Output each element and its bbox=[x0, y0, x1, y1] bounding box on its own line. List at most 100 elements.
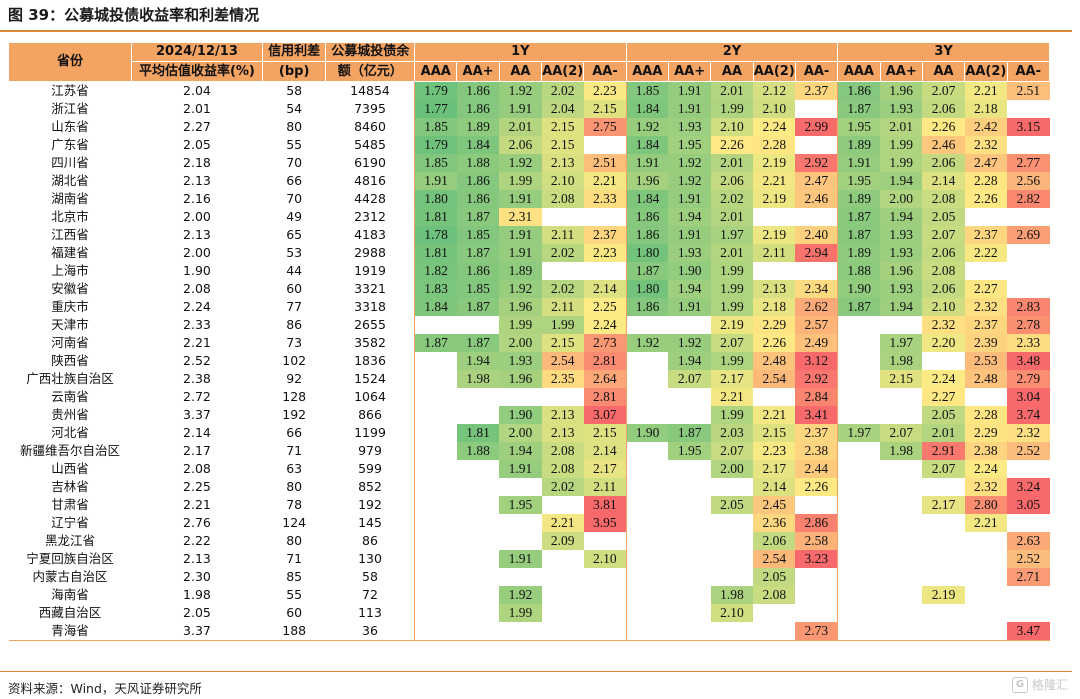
yield-value-cell bbox=[414, 460, 457, 478]
header-rating: AA- bbox=[583, 61, 627, 82]
yield-cell: 2.04 bbox=[183, 83, 211, 98]
yield-value-cell bbox=[584, 262, 626, 280]
yield-value-cell: 2.02 bbox=[541, 81, 584, 100]
yield-value-cell: 2.48 bbox=[964, 370, 1007, 388]
yield-value-cell: 3.15 bbox=[1007, 118, 1050, 136]
yield-value-cell: 1.86 bbox=[837, 81, 881, 100]
province-cell: 山东省 bbox=[51, 119, 89, 134]
yield-value-cell: 2.08 bbox=[753, 586, 796, 604]
table-row: 四川省 2.18 70 6190 1.85 1.88 1.92 2.13 2.51 1.91 1.9… bbox=[9, 154, 1050, 172]
yield-value-cell: 1.87 bbox=[837, 100, 881, 118]
yield-value-cell: 2.80 bbox=[964, 496, 1007, 514]
yield-value-cell: 1.99 bbox=[710, 100, 754, 118]
yield-value-cell bbox=[668, 478, 710, 496]
header-rating: AAA bbox=[625, 61, 669, 82]
yield-value-cell: 1.91 bbox=[668, 226, 711, 244]
yield-value-cell: 1.87 bbox=[414, 334, 457, 352]
yield-value-cell: 1.87 bbox=[456, 298, 500, 316]
province-cell: 浙江省 bbox=[51, 101, 89, 116]
table-row: 宁夏回族自治区 2.13 71 130 1.91 2.10 2.54 3.23 2.52 bbox=[9, 550, 1050, 568]
yield-value-cell: 2.00 bbox=[499, 334, 542, 352]
yield-value-cell bbox=[880, 514, 922, 532]
yield-value-cell: 1.88 bbox=[837, 262, 881, 280]
yield-value-cell bbox=[625, 316, 669, 334]
yield-value-cell: 3.48 bbox=[1007, 352, 1050, 370]
yield-value-cell: 2.17 bbox=[583, 460, 627, 478]
table-row: 天津市 2.33 86 2655 1.99 1.99 2.24 2.19 2.29 2.57 2.3… bbox=[9, 316, 1050, 334]
province-cell: 广西壮族自治区 bbox=[26, 371, 114, 386]
province-cell: 河北省 bbox=[51, 425, 89, 440]
yield-value-cell bbox=[457, 496, 499, 514]
yield-value-cell: 1.95 bbox=[499, 496, 542, 514]
table-row: 江西省 2.13 65 4183 1.78 1.85 1.91 2.11 2.37 1.86 1.9… bbox=[9, 226, 1050, 244]
yield-value-cell: 2.08 bbox=[541, 442, 584, 460]
yield-value-cell: 1.99 bbox=[710, 262, 754, 280]
yield-value-cell bbox=[456, 622, 500, 641]
yield-value-cell: 1.81 bbox=[456, 424, 500, 442]
province-cell: 青海省 bbox=[8, 622, 132, 641]
yield-value-cell: 2.07 bbox=[710, 442, 754, 460]
yield-value-cell: 3.04 bbox=[1007, 388, 1050, 406]
yield-value-cell: 2.77 bbox=[1007, 154, 1050, 172]
yield-value-cell: 2.21 bbox=[541, 514, 584, 532]
yield-value-cell: 2.13 bbox=[753, 280, 796, 298]
yield-value-cell: 2.13 bbox=[541, 154, 584, 172]
yield-value-cell: 1.88 bbox=[456, 154, 500, 172]
yield-value-cell bbox=[795, 136, 837, 154]
yield-cell: 2.25 bbox=[183, 479, 211, 494]
header-rating: AA bbox=[921, 61, 966, 82]
yield-value-cell bbox=[625, 370, 669, 388]
yield-value-cell bbox=[837, 334, 881, 352]
yield-value-cell: 1.98 bbox=[880, 442, 923, 460]
spread-cell: 73 bbox=[286, 335, 303, 350]
yield-value-cell: 2.24 bbox=[964, 460, 1007, 478]
yield-value-cell bbox=[1007, 604, 1050, 622]
yield-value-cell bbox=[837, 550, 881, 568]
yield-value-cell: 1.94 bbox=[668, 208, 711, 226]
balance-cell: 3321 bbox=[354, 281, 386, 296]
yield-value-cell: 2.20 bbox=[922, 334, 965, 352]
header-spread: 信用利差 bbox=[261, 42, 327, 62]
yield-value-cell: 2.86 bbox=[795, 514, 838, 532]
yield-value-cell: 2.02 bbox=[541, 244, 584, 262]
yield-value-cell: 2.07 bbox=[922, 81, 965, 100]
yield-value-cell: 2.11 bbox=[541, 226, 584, 244]
yield-value-cell: 2.06 bbox=[922, 280, 965, 298]
yield-value-cell: 1.91 bbox=[499, 226, 542, 244]
yield-value-cell: 1.94 bbox=[668, 352, 711, 370]
yield-value-cell: 2.05 bbox=[922, 406, 965, 424]
yield-value-cell: 2.56 bbox=[1007, 172, 1050, 190]
province-cell: 贵州省 bbox=[51, 407, 89, 422]
yield-value-cell: 1.91 bbox=[499, 100, 542, 118]
province-cell: 重庆市 bbox=[51, 299, 89, 314]
yield-value-cell bbox=[710, 622, 754, 641]
province-cell: 云南省 bbox=[51, 389, 89, 404]
yield-value-cell bbox=[414, 442, 457, 460]
spread-cell: 71 bbox=[286, 443, 303, 458]
spread-cell: 55 bbox=[286, 137, 303, 152]
yield-value-cell bbox=[922, 352, 964, 370]
yield-value-cell: 3.12 bbox=[795, 352, 838, 370]
yield-value-cell: 2.06 bbox=[499, 136, 542, 154]
yield-cell: 3.37 bbox=[131, 622, 263, 641]
province-cell: 上海市 bbox=[51, 263, 89, 278]
province-cell: 吉林省 bbox=[51, 479, 89, 494]
header-rating: AA- bbox=[1006, 61, 1050, 82]
yield-cell: 2.18 bbox=[183, 155, 211, 170]
yield-value-cell: 2.01 bbox=[710, 154, 754, 172]
yield-value-cell: 2.71 bbox=[1007, 568, 1050, 586]
yield-value-cell: 2.47 bbox=[964, 154, 1007, 172]
yield-value-cell bbox=[584, 568, 626, 586]
yield-value-cell: 1.95 bbox=[668, 442, 711, 460]
yield-value-cell: 2.11 bbox=[541, 298, 584, 316]
yield-value-cell: 2.15 bbox=[541, 136, 584, 154]
yield-value-cell: 1.86 bbox=[456, 190, 500, 208]
yield-value-cell: 1.93 bbox=[668, 118, 711, 136]
yield-value-cell bbox=[414, 568, 457, 586]
yield-value-cell: 2.32 bbox=[964, 136, 1007, 154]
yield-value-cell: 1.94 bbox=[499, 442, 542, 460]
yield-value-cell: 1.89 bbox=[837, 190, 881, 208]
yield-value-cell bbox=[583, 622, 627, 641]
yield-value-cell: 1.99 bbox=[710, 406, 754, 424]
yield-value-cell: 2.06 bbox=[922, 154, 965, 172]
